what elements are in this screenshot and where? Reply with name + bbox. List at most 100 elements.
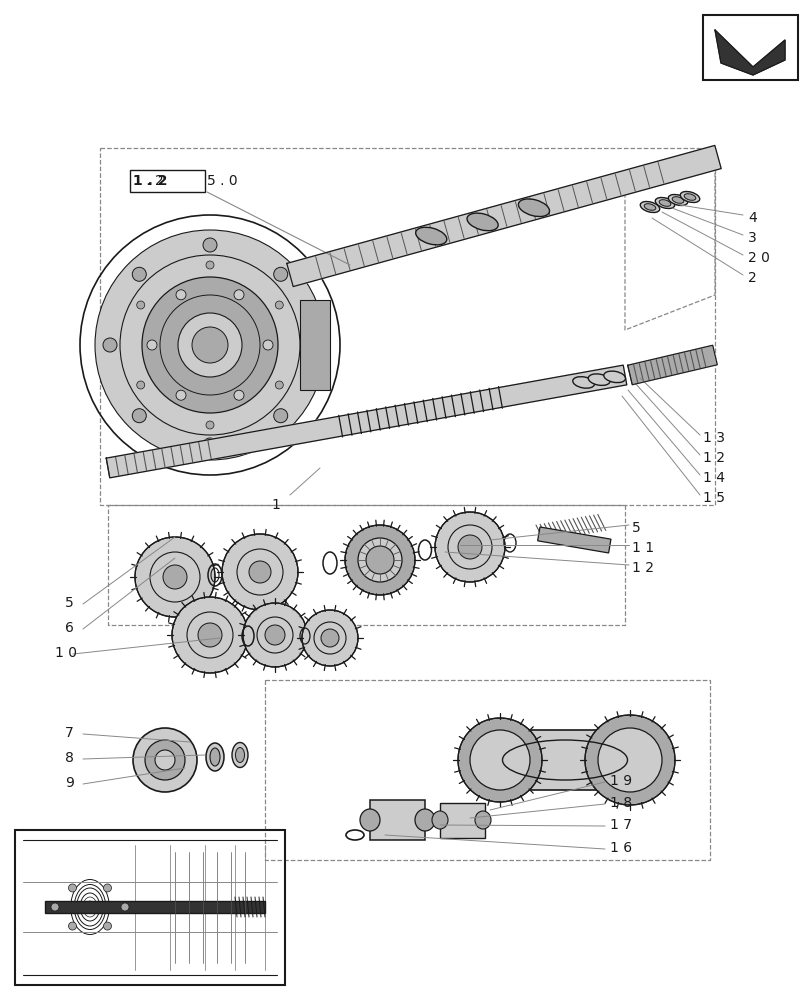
Polygon shape	[106, 365, 626, 478]
Ellipse shape	[359, 809, 380, 831]
Circle shape	[314, 622, 345, 654]
Text: 5 . 0: 5 . 0	[207, 174, 238, 188]
Circle shape	[457, 718, 541, 802]
Circle shape	[203, 438, 217, 452]
Circle shape	[303, 338, 316, 352]
Circle shape	[135, 537, 215, 617]
Bar	[500, 730, 629, 790]
Text: 1 2: 1 2	[631, 561, 653, 575]
Ellipse shape	[474, 811, 491, 829]
Text: 1 7: 1 7	[609, 818, 631, 832]
Text: 1 . 2: 1 . 2	[133, 174, 164, 188]
Polygon shape	[627, 345, 716, 385]
Circle shape	[273, 267, 287, 281]
Circle shape	[172, 597, 247, 673]
Circle shape	[176, 290, 186, 300]
Circle shape	[132, 267, 146, 281]
Ellipse shape	[572, 377, 594, 388]
Circle shape	[358, 538, 401, 582]
Text: 4: 4	[747, 211, 756, 225]
Circle shape	[470, 730, 530, 790]
Ellipse shape	[232, 742, 247, 768]
Circle shape	[68, 922, 76, 930]
Ellipse shape	[680, 191, 699, 203]
Circle shape	[163, 565, 187, 589]
Ellipse shape	[414, 809, 435, 831]
Circle shape	[584, 715, 674, 805]
Circle shape	[68, 884, 76, 892]
Ellipse shape	[659, 200, 670, 206]
Text: 1 5: 1 5	[702, 491, 724, 505]
Text: 3: 3	[747, 231, 756, 245]
Circle shape	[191, 327, 228, 363]
Circle shape	[155, 750, 175, 770]
Text: 1 8: 1 8	[609, 796, 631, 810]
Circle shape	[457, 535, 482, 559]
Circle shape	[206, 261, 214, 269]
Text: 1 0: 1 0	[55, 646, 77, 660]
Text: 2: 2	[747, 271, 756, 285]
Circle shape	[320, 629, 338, 647]
Circle shape	[448, 525, 491, 569]
Polygon shape	[714, 30, 784, 75]
Circle shape	[103, 884, 111, 892]
Bar	[299, 300, 329, 390]
Circle shape	[221, 534, 298, 610]
Circle shape	[206, 421, 214, 429]
Circle shape	[597, 728, 661, 792]
Circle shape	[198, 623, 221, 647]
Circle shape	[133, 728, 197, 792]
Circle shape	[103, 922, 111, 930]
Circle shape	[366, 546, 393, 574]
Ellipse shape	[431, 811, 448, 829]
Bar	[130, 170, 204, 192]
Bar	[370, 800, 424, 840]
Circle shape	[257, 617, 293, 653]
Circle shape	[203, 238, 217, 252]
Circle shape	[435, 512, 504, 582]
Ellipse shape	[640, 201, 659, 213]
Circle shape	[147, 340, 157, 350]
Text: 1 . 2: 1 . 2	[133, 174, 167, 188]
Bar	[440, 803, 484, 838]
Text: 1 1: 1 1	[631, 541, 654, 555]
Ellipse shape	[235, 748, 244, 762]
Ellipse shape	[643, 204, 655, 210]
Circle shape	[178, 313, 242, 377]
Circle shape	[95, 230, 324, 460]
Ellipse shape	[517, 199, 549, 217]
Ellipse shape	[587, 374, 609, 385]
Circle shape	[275, 381, 283, 389]
Circle shape	[302, 610, 358, 666]
Circle shape	[176, 390, 186, 400]
Bar	[45, 901, 264, 913]
Text: 1 9: 1 9	[609, 774, 631, 788]
Text: 2 0: 2 0	[747, 251, 769, 265]
Circle shape	[273, 409, 287, 423]
Text: 1 2: 1 2	[702, 451, 724, 465]
Text: 1 4: 1 4	[702, 471, 724, 485]
Bar	[537, 527, 610, 553]
Circle shape	[132, 409, 146, 423]
Circle shape	[187, 612, 233, 658]
Text: 7: 7	[65, 726, 74, 740]
Circle shape	[345, 525, 414, 595]
Circle shape	[275, 301, 283, 309]
Ellipse shape	[654, 197, 674, 209]
Circle shape	[234, 390, 243, 400]
Ellipse shape	[466, 213, 498, 231]
Circle shape	[249, 561, 271, 583]
Circle shape	[237, 549, 283, 595]
Ellipse shape	[415, 227, 446, 245]
Ellipse shape	[672, 197, 683, 203]
Circle shape	[234, 290, 243, 300]
Text: 1 6: 1 6	[609, 841, 631, 855]
Circle shape	[136, 381, 144, 389]
Ellipse shape	[603, 371, 624, 383]
Ellipse shape	[206, 743, 224, 771]
Circle shape	[263, 340, 272, 350]
Circle shape	[136, 301, 144, 309]
Polygon shape	[286, 145, 720, 287]
Circle shape	[242, 603, 307, 667]
Text: 8: 8	[65, 751, 74, 765]
